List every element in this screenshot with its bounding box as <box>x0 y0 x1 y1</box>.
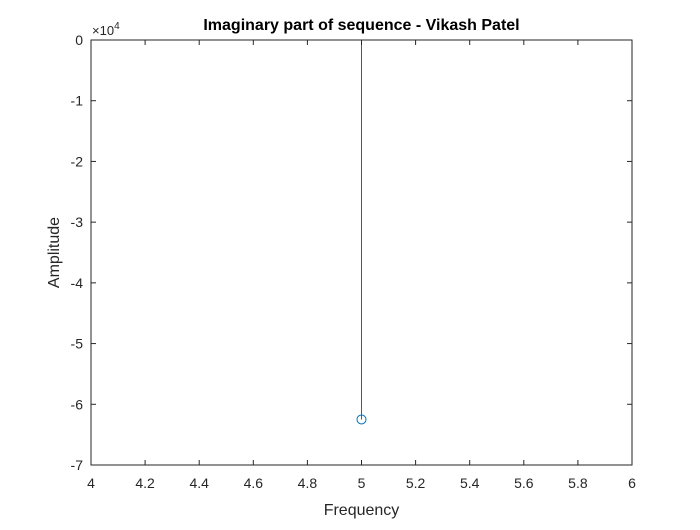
x-axis-label: Frequency <box>324 502 400 519</box>
x-tick-label: 5.4 <box>460 475 480 491</box>
chart-title: Imaginary part of sequence - Vikash Pate… <box>203 17 519 34</box>
y-axis-exponent-power: 4 <box>114 21 120 32</box>
y-tick-label: -4 <box>71 275 84 291</box>
data-series <box>356 40 367 425</box>
stem-marker <box>356 414 367 425</box>
y-tick-label: -3 <box>71 214 84 230</box>
x-tick-label: 6 <box>628 475 636 491</box>
y-axis-exponent: ×104 <box>92 21 120 38</box>
x-tick-label: 4.4 <box>189 475 209 491</box>
y-tick-label: -2 <box>71 153 84 169</box>
x-tick-label: 4 <box>87 475 95 491</box>
y-axis-exponent-base: ×10 <box>92 23 114 38</box>
y-axis-label: Amplitude <box>46 217 63 288</box>
y-axis-ticks: 0 -1 -2 -3 -4 -5 -6 -7 <box>71 32 632 473</box>
x-tick-label: 5.6 <box>514 475 534 491</box>
y-tick-label: 0 <box>75 32 83 48</box>
x-axis-ticks: 4 4.2 4.4 4.6 4.8 5 5.2 5.4 5.6 5.8 6 <box>87 40 636 491</box>
y-tick-label: -1 <box>71 93 84 109</box>
x-tick-label: 5.8 <box>568 475 588 491</box>
x-tick-label: 4.6 <box>244 475 264 491</box>
x-tick-label: 4.8 <box>298 475 318 491</box>
x-tick-label: 4.2 <box>135 475 155 491</box>
y-tick-label: -7 <box>71 457 84 473</box>
x-tick-label: 5 <box>358 475 366 491</box>
y-tick-label: -6 <box>71 396 84 412</box>
y-tick-label: -5 <box>71 336 84 352</box>
x-tick-label: 5.2 <box>406 475 426 491</box>
